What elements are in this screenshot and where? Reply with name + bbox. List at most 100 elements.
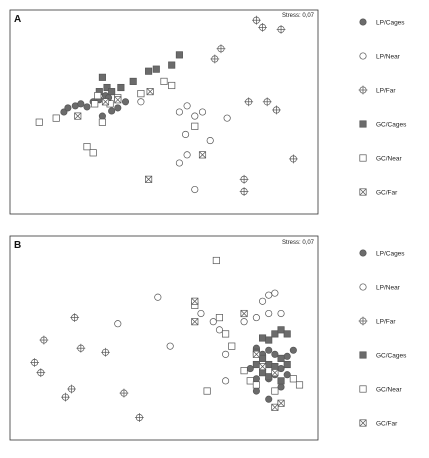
legend-label-gc-far: GC/Far: [376, 189, 398, 196]
point-lp-far-4: [210, 54, 220, 64]
point-lp-cages-5: [289, 346, 297, 354]
legend-label-lp-cages: LP/Cages: [376, 19, 405, 26]
legend-marker-gc-cages: [359, 120, 367, 128]
point-lp-cages-11: [121, 98, 130, 106]
point-gc-far-3: [252, 350, 260, 358]
point-lp-cages-10: [114, 104, 122, 112]
point-lp-near-6: [182, 130, 190, 138]
point-lp-near-1: [114, 320, 122, 328]
point-gc-far-4: [259, 363, 267, 371]
panel-b: B Stress: 0,07: [9, 235, 319, 441]
point-gc-cages-2: [271, 330, 279, 338]
point-gc-near-12: [89, 149, 97, 157]
point-lp-far-9: [239, 174, 249, 184]
point-lp-near-7: [222, 377, 230, 385]
point-lp-cages-11: [283, 371, 291, 379]
point-gc-near-10: [191, 122, 199, 130]
point-lp-far-5: [36, 368, 46, 378]
legend-item-gc-cages: GC/Cages: [359, 120, 407, 128]
panel-a: A Stress: 0,07: [9, 9, 319, 215]
panel-b-legend: LP/Cages LP/Near LP/Far GC/Cages GC/Near GC/F…: [358, 249, 407, 427]
legend-label-lp-far: LP/Far: [376, 318, 396, 325]
point-lp-far-10: [239, 187, 249, 196]
point-gc-far-5: [271, 369, 279, 377]
point-gc-cages-13: [277, 377, 285, 385]
point-gc-near-1: [52, 114, 60, 122]
legend-item-gc-far: GC/Far: [359, 419, 398, 427]
point-lp-far-6: [262, 97, 272, 107]
point-gc-near-0: [35, 118, 43, 126]
legend-label-gc-near: GC/Near: [376, 155, 402, 162]
point-lp-far-1: [258, 22, 267, 32]
point-gc-near-3: [91, 100, 99, 108]
point-lp-cages-3: [271, 350, 279, 358]
legend-item-gc-cages: GC/Cages: [359, 351, 407, 359]
point-lp-near-5: [191, 112, 199, 120]
point-gc-near-8: [271, 387, 279, 395]
point-lp-near-10: [265, 309, 273, 318]
point-gc-cages-9: [175, 51, 183, 59]
legend-item-lp-far: LP/Far: [358, 85, 396, 95]
point-lp-cages-6: [246, 365, 254, 373]
point-lp-near-9: [206, 137, 214, 145]
legend-label-gc-near: GC/Near: [376, 386, 402, 393]
point-lp-near-0: [154, 293, 162, 301]
point-gc-cages-0: [98, 73, 106, 81]
point-lp-far-3: [216, 44, 226, 54]
point-lp-cages-13: [265, 395, 273, 403]
legend-marker-lp-cages: [359, 18, 367, 26]
legend-item-gc-near: GC/Near: [359, 385, 402, 393]
point-gc-near-4: [228, 342, 236, 350]
legend-marker-lp-near: [359, 52, 367, 60]
point-gc-far-2: [114, 96, 122, 104]
legend-item-gc-near: GC/Near: [359, 154, 402, 162]
point-gc-cages-10: [283, 360, 291, 369]
point-lp-far-0: [70, 313, 80, 322]
point-lp-far-3: [101, 347, 110, 357]
point-gc-cages-7: [152, 65, 160, 73]
panel-a-frame: [9, 9, 319, 215]
point-lp-cages-12: [277, 383, 285, 391]
legend-label-lp-far: LP/Far: [376, 87, 396, 94]
point-gc-cages-7: [265, 360, 273, 369]
point-lp-far-6: [67, 384, 76, 394]
legend-label-lp-near: LP/Near: [376, 53, 401, 60]
point-gc-far-2: [191, 318, 199, 326]
point-gc-far-3: [146, 88, 154, 96]
point-gc-cages-8: [168, 61, 176, 69]
legend-marker-gc-far: [359, 419, 367, 427]
legend-label-gc-cages: GC/Cages: [376, 352, 407, 359]
point-lp-near-3: [197, 309, 205, 318]
point-gc-near-10: [295, 381, 304, 389]
point-gc-near-6: [246, 377, 254, 385]
legend-item-lp-near: LP/Near: [359, 52, 401, 60]
point-gc-far-4: [198, 151, 207, 159]
legend-marker-lp-far: [358, 316, 368, 326]
legend-label-lp-near: LP/Near: [376, 284, 401, 291]
point-lp-cages-3: [77, 100, 85, 108]
point-gc-cages-4: [117, 83, 125, 92]
legend-marker-lp-far: [358, 85, 368, 95]
point-lp-near-12: [265, 291, 273, 299]
point-lp-near-3: [198, 108, 207, 116]
point-lp-far-2: [76, 343, 86, 353]
point-gc-near-8: [160, 77, 168, 85]
point-gc-cages-3: [108, 88, 116, 96]
point-lp-cages-9: [108, 107, 116, 115]
point-lp-cages-10: [277, 365, 285, 373]
point-gc-cages-0: [259, 334, 267, 342]
point-lp-near-13: [271, 289, 279, 297]
point-gc-cages-6: [259, 354, 267, 362]
panel-b-label: B: [14, 240, 21, 251]
point-gc-far-6: [277, 399, 285, 407]
point-lp-far-8: [288, 154, 298, 164]
point-gc-cages-1: [103, 83, 111, 92]
point-lp-near-8: [240, 318, 248, 326]
legend-item-lp-far: LP/Far: [358, 316, 396, 326]
point-gc-cages-1: [265, 336, 273, 344]
point-gc-cages-3: [277, 326, 285, 334]
point-gc-near-2: [94, 92, 102, 100]
panel-a-stress: Stress: 0,07: [282, 13, 315, 19]
point-lp-far-7: [61, 392, 70, 402]
